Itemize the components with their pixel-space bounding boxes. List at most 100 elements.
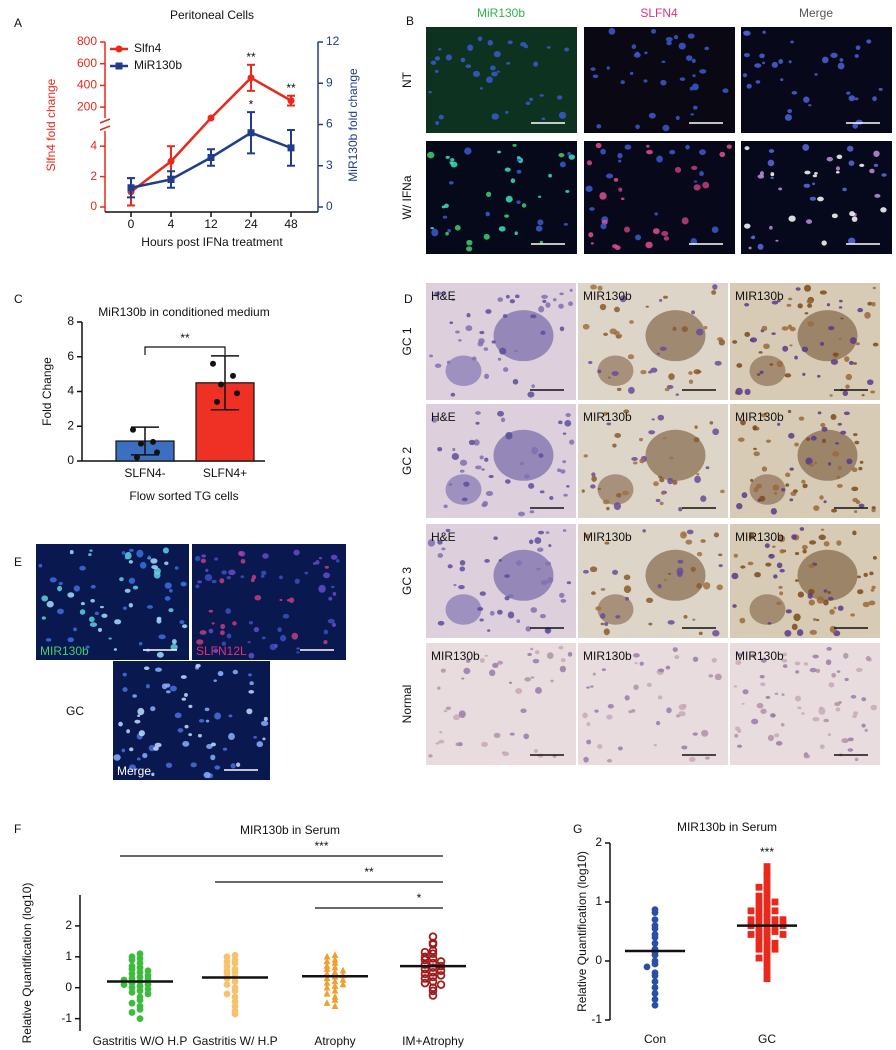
cell (505, 110, 509, 114)
y-tick-label: 8 (67, 314, 74, 328)
y-tick-label: 0 (90, 199, 97, 213)
cell (438, 47, 442, 51)
cell (253, 735, 257, 739)
row-label: GC (66, 704, 84, 718)
point (420, 955, 430, 965)
cell (174, 712, 182, 719)
point (651, 916, 659, 924)
cell (132, 585, 139, 590)
cell (138, 730, 145, 737)
cell (599, 303, 607, 311)
cell (211, 622, 215, 625)
cell (558, 645, 564, 650)
cell (852, 714, 857, 719)
cell (873, 163, 879, 167)
cell (41, 595, 49, 602)
cell (46, 600, 54, 608)
cell (732, 604, 737, 608)
point (323, 999, 331, 1006)
cell (803, 183, 811, 188)
cell (696, 551, 703, 557)
cell (756, 427, 760, 431)
cell (569, 439, 575, 445)
point (331, 958, 339, 966)
cell (523, 733, 530, 740)
cell (867, 301, 873, 306)
cell (657, 584, 662, 589)
cell (700, 495, 707, 502)
cell (784, 373, 792, 378)
cell (854, 54, 859, 58)
cell (674, 166, 682, 173)
cell (624, 695, 630, 701)
cell (829, 609, 835, 615)
point (763, 904, 771, 912)
cell (238, 551, 243, 556)
cell (765, 562, 772, 567)
cell (539, 490, 545, 494)
cell (228, 714, 233, 718)
cell (667, 572, 672, 575)
cell (442, 291, 447, 296)
cell (548, 544, 552, 548)
y-axis-label: Relative Quantification (log10) (575, 851, 589, 1012)
cell (434, 363, 442, 368)
cell (165, 762, 173, 768)
cell (677, 559, 684, 564)
cell (651, 418, 655, 421)
cell (503, 367, 509, 373)
cell (450, 158, 455, 162)
cell (137, 707, 145, 716)
x-tick-label: 4 (168, 217, 175, 231)
cell (73, 627, 77, 632)
cell (198, 719, 205, 723)
cell (691, 310, 695, 315)
cell (545, 302, 551, 308)
cell (451, 298, 456, 302)
cell (596, 124, 602, 129)
point (120, 981, 128, 989)
cell (529, 539, 534, 545)
axis-break (99, 118, 111, 124)
cell (789, 344, 793, 347)
point (763, 957, 771, 965)
cell (535, 686, 542, 694)
cell (504, 214, 510, 218)
cell (533, 749, 539, 753)
cell (696, 328, 704, 336)
cell (507, 40, 513, 45)
point (428, 972, 438, 982)
cell (693, 180, 698, 183)
x-tick-label: 12 (204, 217, 218, 231)
cell (809, 462, 814, 467)
cell (787, 109, 793, 114)
cell (842, 390, 849, 397)
cell (581, 489, 585, 493)
cell (720, 489, 725, 494)
cell (121, 748, 126, 753)
cell (481, 741, 488, 748)
cell (631, 456, 638, 461)
cell (662, 295, 669, 299)
point (763, 863, 771, 870)
cell (180, 675, 187, 679)
cell (591, 475, 597, 482)
point (651, 960, 659, 968)
cell (613, 330, 620, 336)
cell (847, 737, 854, 742)
cell (784, 114, 793, 121)
cell (872, 286, 876, 290)
cell (786, 303, 792, 307)
cell (785, 472, 791, 478)
cell (845, 373, 853, 381)
chart-title: Peritoneal Cells (170, 8, 254, 22)
cell (217, 670, 224, 677)
cell (844, 677, 849, 682)
point (763, 942, 771, 950)
cell (656, 352, 660, 355)
cell (606, 714, 613, 720)
cell (614, 245, 621, 251)
cell (676, 571, 683, 577)
tissue-region (445, 474, 482, 505)
cell (484, 654, 489, 657)
